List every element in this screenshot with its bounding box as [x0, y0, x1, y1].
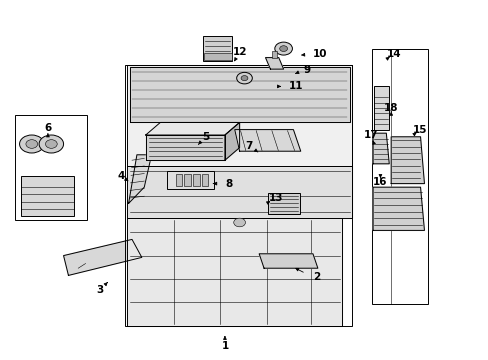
- Circle shape: [45, 140, 57, 148]
- Circle shape: [233, 218, 245, 227]
- Text: 12: 12: [232, 47, 246, 57]
- Circle shape: [279, 46, 287, 51]
- Text: 18: 18: [383, 103, 398, 113]
- Text: 8: 8: [224, 179, 232, 189]
- Text: 17: 17: [363, 130, 377, 140]
- Bar: [202, 174, 208, 186]
- Polygon shape: [127, 218, 342, 326]
- Text: 15: 15: [412, 125, 427, 135]
- Bar: [203, 36, 232, 61]
- Text: 11: 11: [288, 81, 303, 91]
- Polygon shape: [259, 254, 317, 268]
- Polygon shape: [127, 65, 351, 166]
- Polygon shape: [145, 122, 239, 135]
- Bar: [176, 174, 182, 186]
- Bar: [184, 174, 190, 186]
- Text: 5: 5: [202, 132, 208, 142]
- Text: 1: 1: [221, 341, 228, 351]
- Bar: [167, 171, 213, 189]
- Text: 7: 7: [245, 141, 253, 151]
- Text: 9: 9: [303, 65, 310, 75]
- Text: 16: 16: [372, 177, 387, 187]
- Text: 3: 3: [97, 285, 103, 295]
- Text: 13: 13: [268, 193, 283, 203]
- Bar: [20, 176, 74, 216]
- Polygon shape: [265, 58, 283, 69]
- Bar: [373, 86, 388, 130]
- Circle shape: [39, 135, 63, 153]
- Text: 10: 10: [312, 49, 327, 59]
- Bar: [371, 49, 427, 304]
- Circle shape: [274, 42, 292, 55]
- Bar: [193, 174, 199, 186]
- Bar: [15, 115, 87, 220]
- Circle shape: [241, 76, 247, 81]
- Polygon shape: [224, 122, 239, 160]
- Polygon shape: [390, 137, 424, 184]
- Polygon shape: [372, 187, 424, 230]
- Bar: [204, 53, 231, 60]
- Circle shape: [236, 72, 252, 84]
- Text: 14: 14: [386, 49, 400, 59]
- Text: 6: 6: [44, 123, 51, 133]
- Polygon shape: [127, 166, 351, 218]
- Polygon shape: [63, 239, 142, 275]
- Text: 4: 4: [117, 171, 125, 181]
- Bar: [271, 51, 276, 58]
- Text: 2: 2: [312, 272, 320, 282]
- Polygon shape: [129, 67, 349, 122]
- Polygon shape: [145, 135, 224, 160]
- Circle shape: [20, 135, 44, 153]
- Bar: [124, 65, 351, 326]
- Polygon shape: [234, 130, 300, 151]
- Polygon shape: [128, 155, 151, 203]
- Polygon shape: [372, 133, 388, 164]
- Bar: [267, 193, 299, 214]
- Circle shape: [26, 140, 38, 148]
